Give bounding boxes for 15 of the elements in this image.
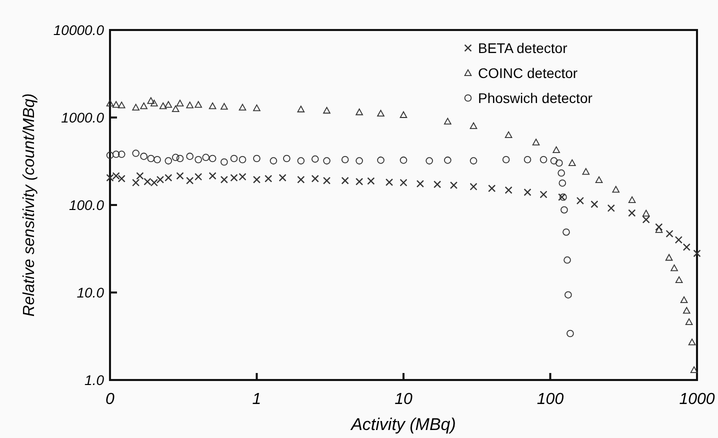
y-tick-label: 10000.0	[53, 22, 104, 38]
legend-label: Phoswich detector	[478, 90, 593, 106]
y-axis-title: Relative sensitivity (count/MBq)	[21, 93, 38, 317]
x-tick-label: 0	[106, 391, 115, 408]
x-tick-label: 1000	[679, 391, 715, 408]
legend-label: BETA detector	[478, 40, 568, 56]
y-tick-label: 1000.0	[61, 110, 104, 126]
x-axis-title: Activity (MBq)	[350, 415, 456, 434]
y-tick-label: 100.0	[68, 197, 104, 213]
x-tick-label: 10	[394, 391, 412, 408]
x-tick-label: 1	[252, 391, 262, 408]
y-tick-label: 1.0	[84, 372, 104, 388]
x-tick-label: 100	[536, 391, 564, 408]
y-tick-label: 10.0	[76, 284, 104, 300]
legend-label: COINC detector	[478, 65, 578, 81]
